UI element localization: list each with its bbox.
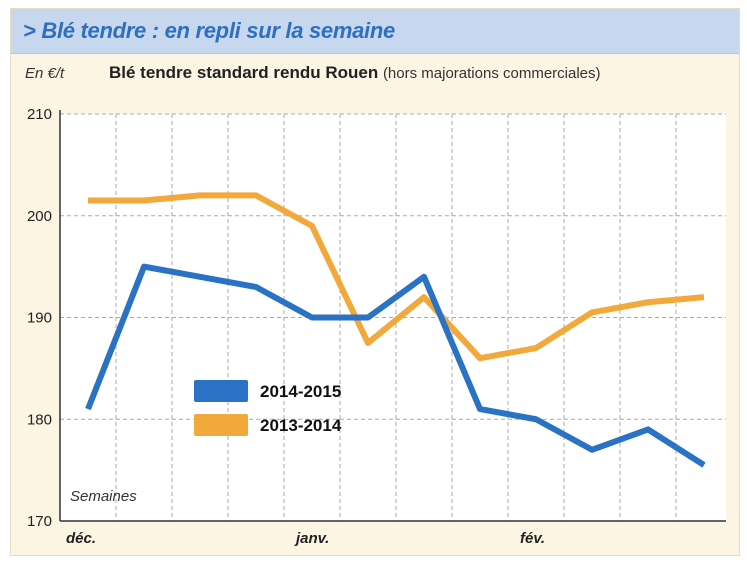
chart-title: Blé tendre standard rendu Rouen (hors ma…: [109, 63, 601, 83]
legend-swatch: [194, 414, 248, 436]
page-title: > Blé tendre : en repli sur la semaine: [23, 18, 395, 43]
x-axis-title: Semaines: [70, 488, 137, 505]
y-tick-label: 170: [27, 513, 52, 530]
chart-title-sub: (hors majorations commerciales): [382, 65, 601, 82]
x-tick-label: janv.: [294, 530, 329, 547]
x-tick-label: fév.: [520, 530, 545, 547]
chart-title-main: Blé tendre standard rendu Rouen: [109, 63, 379, 82]
y-tick-label: 200: [27, 208, 52, 225]
y-tick-label: 180: [27, 411, 52, 428]
legend-label: 2013-2014: [260, 416, 342, 435]
series-line-2013-2014: [88, 192, 705, 362]
legend-label: 2014-2015: [260, 382, 341, 401]
title-bar: > Blé tendre : en repli sur la semaine: [11, 9, 739, 54]
y-tick-label: 190: [27, 310, 52, 327]
x-tick-label: déc.: [66, 530, 96, 547]
legend-swatch: [194, 380, 248, 402]
series-line-2014-2015: [85, 263, 706, 468]
y-tick-label: 210: [27, 106, 52, 123]
unit-label: En €/t: [25, 65, 65, 82]
